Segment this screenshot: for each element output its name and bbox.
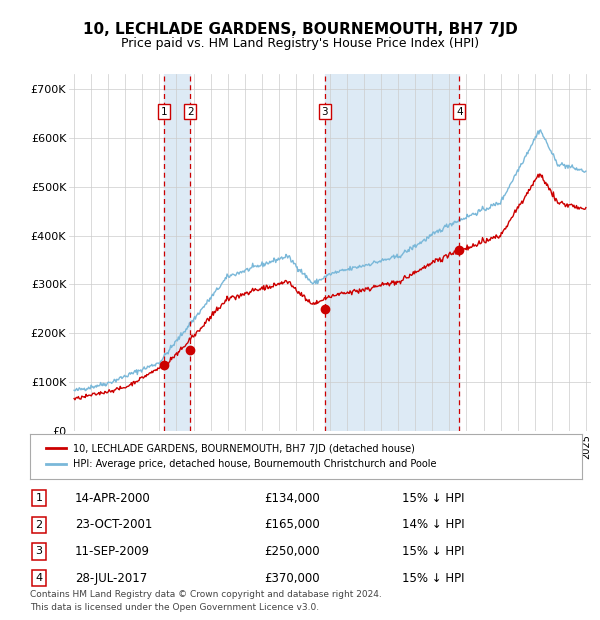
Text: 2: 2	[35, 520, 43, 530]
Text: 4: 4	[456, 107, 463, 117]
Text: 1: 1	[35, 493, 43, 503]
Text: £165,000: £165,000	[264, 518, 320, 531]
Text: This data is licensed under the Open Government Licence v3.0.: This data is licensed under the Open Gov…	[30, 603, 319, 612]
Text: £370,000: £370,000	[264, 572, 320, 585]
Text: Price paid vs. HM Land Registry's House Price Index (HPI): Price paid vs. HM Land Registry's House …	[121, 37, 479, 50]
Text: 11-SEP-2009: 11-SEP-2009	[75, 545, 150, 558]
Text: 1: 1	[161, 107, 167, 117]
Bar	[164, 74, 190, 431]
Bar	[325, 74, 460, 431]
Text: 15% ↓ HPI: 15% ↓ HPI	[402, 492, 464, 505]
Text: 28-JUL-2017: 28-JUL-2017	[75, 572, 147, 585]
Text: 2: 2	[187, 107, 194, 117]
Text: Contains HM Land Registry data © Crown copyright and database right 2024.: Contains HM Land Registry data © Crown c…	[30, 590, 382, 600]
Text: £250,000: £250,000	[264, 545, 320, 558]
Text: 14-APR-2000: 14-APR-2000	[75, 492, 151, 505]
Text: 23-OCT-2001: 23-OCT-2001	[75, 518, 152, 531]
Text: 15% ↓ HPI: 15% ↓ HPI	[402, 572, 464, 585]
Text: 14% ↓ HPI: 14% ↓ HPI	[402, 518, 464, 531]
Text: 10, LECHLADE GARDENS, BOURNEMOUTH, BH7 7JD: 10, LECHLADE GARDENS, BOURNEMOUTH, BH7 7…	[83, 22, 517, 37]
Text: £134,000: £134,000	[264, 492, 320, 505]
Text: 4: 4	[35, 573, 43, 583]
Text: 15% ↓ HPI: 15% ↓ HPI	[402, 545, 464, 558]
Text: 3: 3	[322, 107, 328, 117]
Legend: 10, LECHLADE GARDENS, BOURNEMOUTH, BH7 7JD (detached house), HPI: Average price,: 10, LECHLADE GARDENS, BOURNEMOUTH, BH7 7…	[40, 438, 443, 475]
Text: 3: 3	[35, 546, 43, 557]
